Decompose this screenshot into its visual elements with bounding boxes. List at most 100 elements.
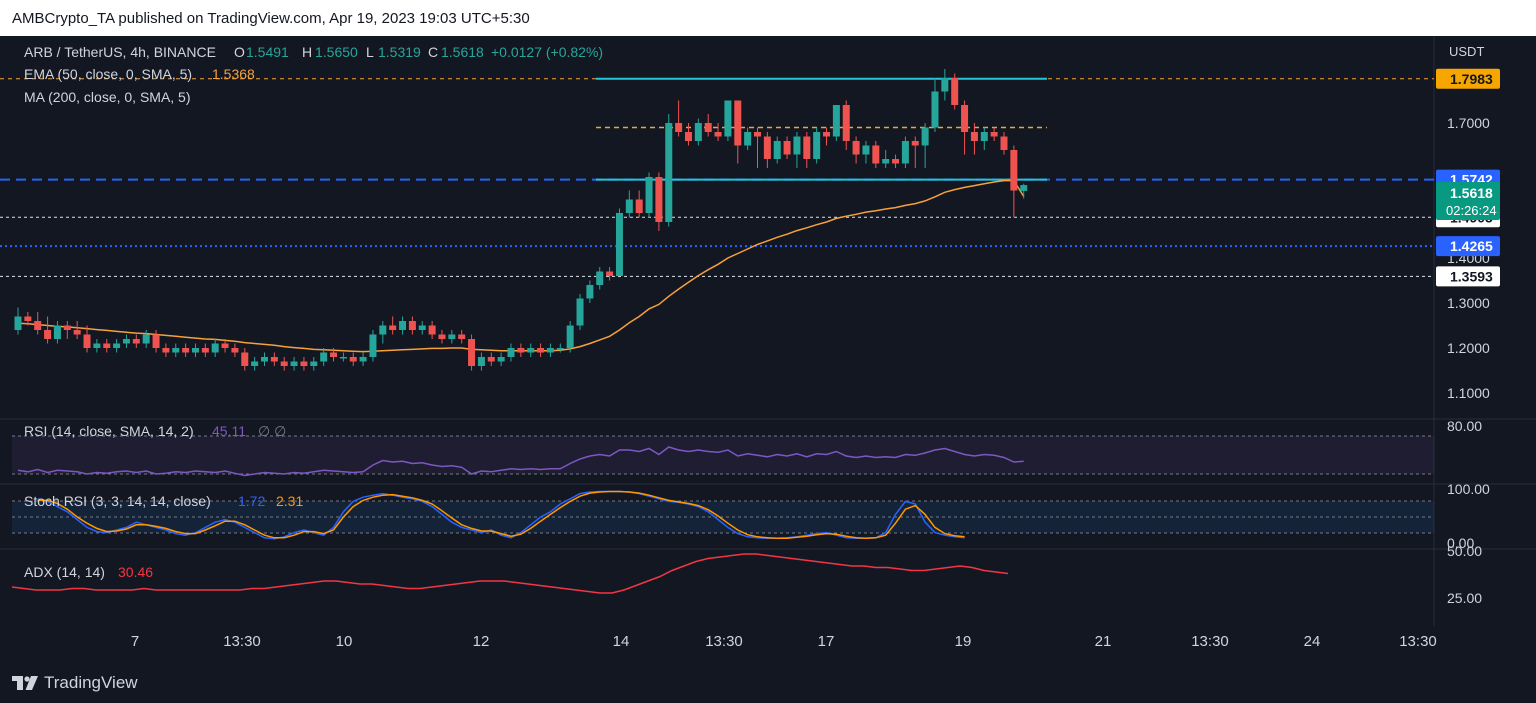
candle <box>241 348 249 371</box>
candle-body <box>201 348 209 353</box>
candle-body <box>448 334 456 339</box>
candle <box>280 357 288 371</box>
time-axis-label: 21 <box>1095 633 1112 650</box>
candle-body <box>310 361 318 366</box>
resistance-label: 1.7983 <box>1436 68 1500 89</box>
candle-body <box>14 316 22 330</box>
candle <box>635 190 643 218</box>
candle-body <box>951 78 959 105</box>
candle <box>921 123 929 168</box>
candle <box>832 105 840 141</box>
candle <box>615 208 623 276</box>
candle <box>527 343 535 357</box>
chart-canvas[interactable]: USDT1.70001.30001.20001.10001.40001.7983… <box>0 36 1536 663</box>
candle-body <box>783 141 791 155</box>
candle-body <box>270 357 278 362</box>
candle <box>477 352 485 371</box>
candle-body <box>290 361 298 366</box>
time-axis-label: 13:30 <box>1191 633 1229 650</box>
candle <box>1010 145 1018 218</box>
candle-body <box>389 325 397 330</box>
candle-body <box>458 334 466 339</box>
rsi-value: 45.11 <box>212 423 246 439</box>
ohlc-value: L <box>366 44 374 60</box>
candle-body <box>566 325 574 348</box>
candle-body <box>122 339 130 344</box>
candle <box>458 330 466 344</box>
candle-body <box>941 78 949 92</box>
last-price-text: 1.5618 <box>1450 185 1493 201</box>
support-3-label-text: 1.3593 <box>1450 268 1493 284</box>
stoch-k-value: 1.72 <box>238 493 265 509</box>
ema-label: EMA (50, close, 0, SMA, 5) <box>24 66 192 82</box>
rsi-line <box>17 446 1024 477</box>
candle-body <box>418 325 426 330</box>
candle-body <box>556 348 564 350</box>
candle <box>665 114 673 227</box>
candle <box>901 136 909 168</box>
candle-body <box>606 271 614 276</box>
support-2-label-bg <box>1436 236 1500 257</box>
candle <box>576 294 584 330</box>
footer-bar: TradingView <box>0 663 1536 703</box>
main-legend: ARB / TetherUS, 4h, BINANCE O 1.5491 H 1.565… <box>24 44 603 105</box>
candle-body <box>517 348 525 353</box>
candle <box>73 321 81 339</box>
candle-body <box>182 348 190 353</box>
candle-body <box>576 298 584 326</box>
candle-body <box>921 127 929 146</box>
candle-body <box>596 271 604 285</box>
candle <box>970 123 978 155</box>
candle-body <box>763 136 771 159</box>
candle <box>359 352 367 366</box>
candle-body <box>497 357 505 362</box>
candle-body <box>408 321 416 330</box>
candle <box>191 343 199 357</box>
candle <box>537 343 545 357</box>
tradingview-brand[interactable]: TradingView <box>12 673 138 693</box>
candle-body <box>399 321 407 330</box>
candle <box>497 352 505 366</box>
candle-body <box>83 334 91 348</box>
candle-body <box>655 177 663 222</box>
candle-body <box>754 132 761 137</box>
candle-body <box>970 132 978 141</box>
candle-body <box>142 334 150 344</box>
candle <box>379 321 387 344</box>
ohlc-value: 1.5650 <box>315 44 358 60</box>
candle-body <box>300 361 308 366</box>
candle <box>655 172 663 231</box>
candle <box>1020 183 1028 199</box>
candle <box>744 127 752 150</box>
candle <box>300 357 308 371</box>
candle <box>842 100 850 150</box>
candle-body <box>724 100 732 137</box>
candle-body <box>438 334 446 339</box>
stoch-d-line <box>37 490 965 540</box>
ohlc-value: 1.5618 <box>441 44 484 60</box>
candle <box>44 316 52 344</box>
candle <box>546 343 554 357</box>
candle-body <box>221 343 229 348</box>
resistance-label-text: 1.7983 <box>1450 71 1493 87</box>
candle <box>941 69 949 101</box>
support-3-label-bg <box>1436 266 1500 287</box>
rsi-tick: 80.00 <box>1447 418 1482 434</box>
candle <box>103 339 111 353</box>
brand-name: TradingView <box>44 673 138 692</box>
candle-body <box>280 361 288 366</box>
candle-body <box>823 132 831 137</box>
candle-body <box>980 132 988 141</box>
candle-body <box>635 199 643 213</box>
candle-body <box>1020 185 1028 191</box>
time-axis-label: 24 <box>1304 633 1321 650</box>
candle <box>606 267 614 281</box>
candle-body <box>527 348 535 353</box>
candle-body <box>1010 150 1018 191</box>
candle-body <box>882 159 890 164</box>
chart-area[interactable]: USDT 1.7000 1.3000 1.2000 1.1000 1.4000 1.7983… <box>0 36 1536 663</box>
candle <box>251 357 259 371</box>
candle <box>507 343 515 362</box>
candle <box>14 307 22 335</box>
candle <box>448 330 456 344</box>
